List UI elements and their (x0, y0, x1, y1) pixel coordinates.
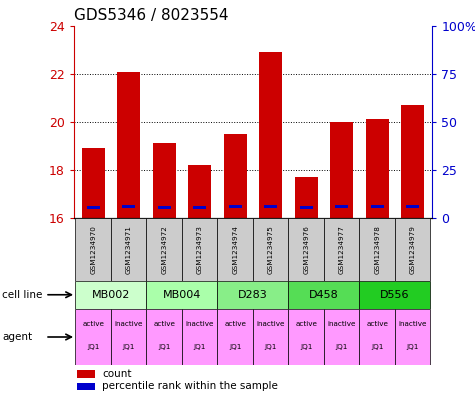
Bar (395, 309, 430, 365)
Text: GSM1234973: GSM1234973 (197, 225, 203, 274)
Bar (111, 218, 146, 281)
Text: GSM1234974: GSM1234974 (232, 225, 238, 274)
Text: active: active (153, 321, 175, 327)
Text: JQ1: JQ1 (87, 344, 99, 350)
Text: MB004: MB004 (163, 290, 201, 300)
Bar (76, 281, 146, 309)
Text: JQ1: JQ1 (158, 344, 171, 350)
Text: JQ1: JQ1 (371, 344, 383, 350)
Bar (324, 309, 360, 365)
Text: inactive: inactive (256, 321, 285, 327)
Bar (76, 218, 111, 281)
Bar (224, 134, 247, 218)
Text: GSM1234970: GSM1234970 (90, 225, 96, 274)
Bar (253, 218, 288, 281)
Text: D458: D458 (309, 290, 339, 300)
Bar (324, 218, 360, 281)
Bar (401, 105, 424, 218)
Bar (193, 206, 206, 209)
Bar (117, 72, 140, 218)
Bar (288, 218, 324, 281)
Bar (218, 218, 253, 281)
Bar (294, 177, 318, 218)
Bar (123, 204, 135, 208)
Text: agent: agent (2, 332, 32, 342)
Bar (218, 309, 253, 365)
Bar (218, 281, 288, 309)
Text: cell line: cell line (2, 290, 43, 300)
Bar (288, 281, 360, 309)
Text: GDS5346 / 8023554: GDS5346 / 8023554 (74, 8, 228, 23)
Bar (360, 281, 430, 309)
Text: JQ1: JQ1 (407, 344, 419, 350)
Bar (259, 52, 282, 218)
Bar (146, 309, 182, 365)
Bar (265, 204, 277, 208)
Text: active: active (366, 321, 388, 327)
Bar (395, 218, 430, 281)
Text: inactive: inactive (185, 321, 214, 327)
Bar (335, 205, 348, 208)
Bar (253, 309, 288, 365)
Bar (77, 370, 95, 378)
Text: GSM1234975: GSM1234975 (268, 225, 274, 274)
Bar (360, 309, 395, 365)
Text: JQ1: JQ1 (123, 344, 135, 350)
Bar (76, 309, 111, 365)
Bar (87, 206, 99, 209)
Bar (288, 309, 324, 365)
Text: inactive: inactive (114, 321, 143, 327)
Text: percentile rank within the sample: percentile rank within the sample (102, 381, 278, 391)
Text: JQ1: JQ1 (229, 344, 241, 350)
Text: GSM1234977: GSM1234977 (339, 225, 345, 274)
Text: JQ1: JQ1 (265, 344, 277, 350)
Bar (366, 119, 389, 218)
Bar (229, 205, 241, 208)
Text: GSM1234979: GSM1234979 (410, 225, 416, 274)
Bar (152, 143, 176, 218)
Text: MB002: MB002 (92, 290, 130, 300)
Text: D283: D283 (238, 290, 268, 300)
Text: JQ1: JQ1 (300, 344, 313, 350)
Text: GSM1234972: GSM1234972 (161, 225, 167, 274)
Bar (330, 122, 353, 218)
Bar (188, 165, 211, 218)
Text: active: active (295, 321, 317, 327)
Bar (146, 218, 182, 281)
Bar (182, 309, 218, 365)
Text: count: count (102, 369, 132, 379)
Bar (111, 309, 146, 365)
Bar (360, 218, 395, 281)
Bar (82, 148, 104, 218)
Text: JQ1: JQ1 (335, 344, 348, 350)
Text: GSM1234978: GSM1234978 (374, 225, 380, 274)
Text: GSM1234976: GSM1234976 (303, 225, 309, 274)
Bar (77, 382, 95, 390)
Text: JQ1: JQ1 (193, 344, 206, 350)
Bar (300, 206, 313, 209)
Bar (146, 281, 218, 309)
Bar (182, 218, 218, 281)
Bar (158, 206, 171, 209)
Text: active: active (82, 321, 104, 327)
Text: inactive: inactive (327, 321, 356, 327)
Bar (371, 205, 383, 208)
Text: D556: D556 (380, 290, 410, 300)
Text: inactive: inactive (399, 321, 427, 327)
Bar (407, 205, 419, 208)
Text: active: active (224, 321, 246, 327)
Text: GSM1234971: GSM1234971 (126, 225, 132, 274)
